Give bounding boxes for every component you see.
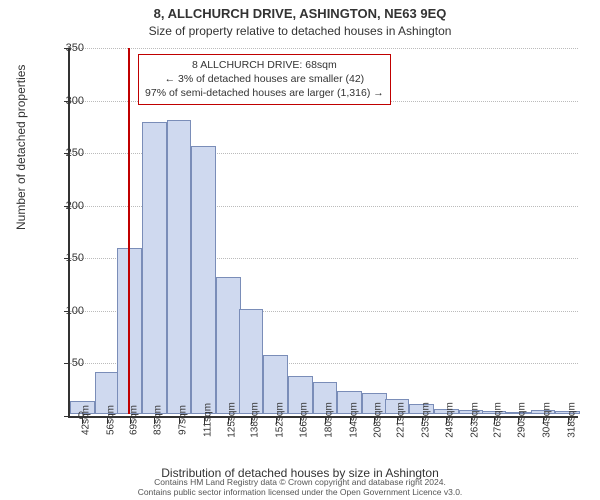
x-tick-label: 304sqm [542,402,553,438]
y-tick-label: 50 [44,357,84,369]
histogram-bar [216,277,241,414]
callout-line: 8 ALLCHURCH DRIVE: 68sqm [145,58,384,72]
y-tick-label: 350 [44,42,84,54]
gridline [70,48,578,49]
x-tick-label: 180sqm [324,402,335,438]
y-tick-label: 250 [44,147,84,159]
x-tick-label: 152sqm [274,402,285,438]
footer-line-2: Contains public sector information licen… [0,488,600,498]
y-tick-label: 300 [44,95,84,107]
x-tick-label: 125sqm [227,402,238,438]
footer-attribution: Contains HM Land Registry data © Crown c… [0,478,600,498]
histogram-bar [142,122,167,414]
x-tick-label: 318sqm [566,402,577,438]
y-tick-label: 100 [44,305,84,317]
x-tick-label: 138sqm [250,402,261,438]
x-tick-label: 83sqm [153,405,164,435]
x-tick-label: 235sqm [420,402,431,438]
x-tick-label: 221sqm [396,402,407,438]
histogram-bar [239,309,264,414]
x-tick-label: 276sqm [492,402,503,438]
x-tick-label: 111sqm [202,403,213,437]
histogram-bar [191,146,216,414]
callout-line: ← 3% of detached houses are smaller (42) [145,72,384,86]
x-tick-label: 56sqm [105,405,116,435]
y-tick-label: 150 [44,252,84,264]
y-tick-label: 200 [44,200,84,212]
x-tick-label: 194sqm [348,402,359,438]
x-tick-label: 166sqm [299,402,310,438]
x-tick-label: 208sqm [373,402,384,438]
histogram-chart: 42sqm56sqm69sqm83sqm97sqm111sqm125sqm138… [68,48,578,418]
page-title: 8, ALLCHURCH DRIVE, ASHINGTON, NE63 9EQ [0,6,600,21]
histogram-bar [167,120,192,414]
page-subtitle: Size of property relative to detached ho… [0,24,600,38]
callout-line: 97% of semi-detached houses are larger (… [145,86,384,100]
y-axis-label: Number of detached properties [14,65,28,230]
plot-area: 42sqm56sqm69sqm83sqm97sqm111sqm125sqm138… [68,48,578,418]
x-tick-label: 290sqm [517,402,528,438]
callout-box: 8 ALLCHURCH DRIVE: 68sqm← 3% of detached… [138,54,391,105]
x-tick-label: 249sqm [445,402,456,438]
marker-line [128,48,130,414]
x-tick-label: 263sqm [469,402,480,438]
y-tick-label: 0 [44,410,84,422]
x-tick-label: 97sqm [178,405,189,435]
